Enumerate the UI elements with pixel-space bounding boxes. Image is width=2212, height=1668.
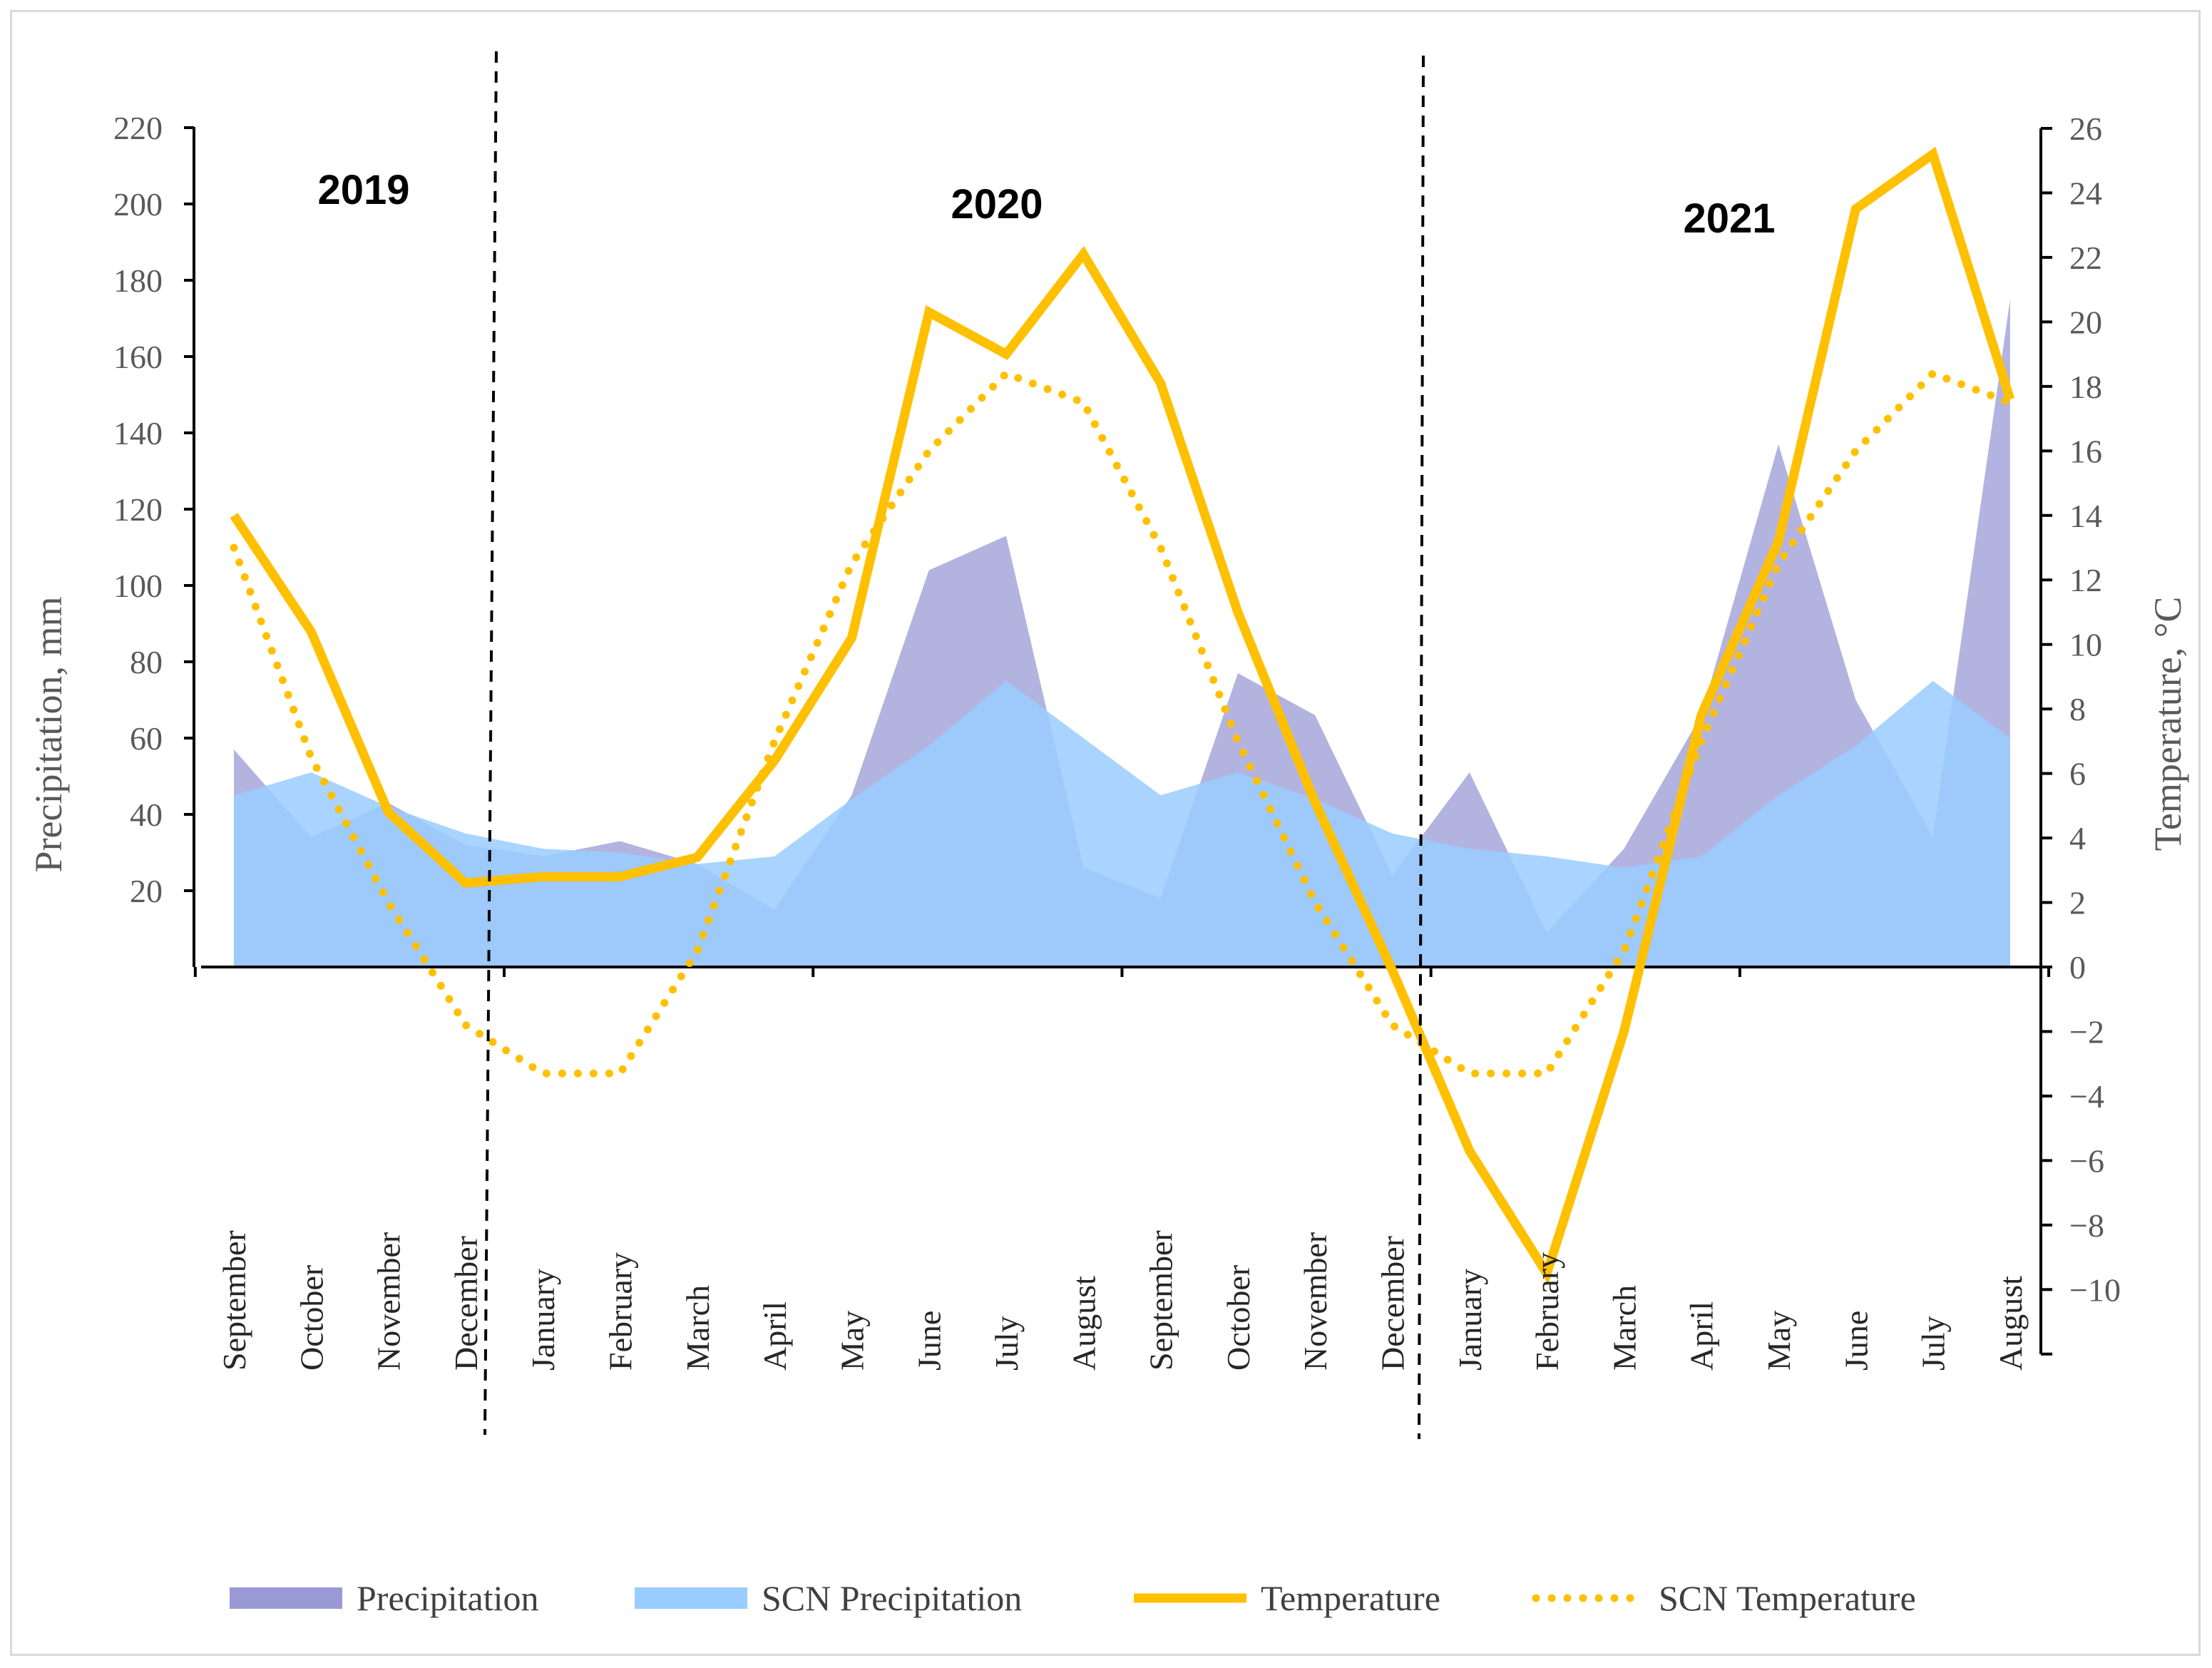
month-label: September bbox=[216, 1230, 252, 1371]
legend-label-scn-temperature: SCN Temperature bbox=[1659, 1578, 1916, 1618]
month-label: November bbox=[371, 1232, 407, 1371]
right-tick-label: −10 bbox=[2069, 1272, 2121, 1308]
right-tick-label: −6 bbox=[2069, 1142, 2104, 1179]
legend-label-scn-precipitation: SCN Precipitation bbox=[762, 1578, 1022, 1618]
right-tick-label: 26 bbox=[2069, 111, 2102, 147]
year-dividers bbox=[483, 51, 1425, 1440]
month-label: February bbox=[603, 1252, 639, 1371]
month-label: December bbox=[1375, 1236, 1411, 1371]
right-tick-label: 4 bbox=[2069, 820, 2086, 856]
legend-swatch-precipitation bbox=[230, 1587, 342, 1609]
left-tick-label: 60 bbox=[130, 720, 163, 757]
right-tick-label: 20 bbox=[2069, 304, 2102, 340]
line-temperature bbox=[230, 146, 2015, 1284]
month-labels: September October November December January F… bbox=[216, 1230, 2029, 1371]
month-label: October bbox=[1220, 1265, 1256, 1371]
month-label: June bbox=[911, 1311, 948, 1371]
month-label: September bbox=[1143, 1230, 1179, 1371]
left-tick-label: 200 bbox=[113, 186, 163, 222]
right-axis-title: Temperature, °C bbox=[2146, 597, 2189, 851]
legend-label-temperature: Temperature bbox=[1261, 1578, 1440, 1618]
x-axis bbox=[193, 966, 2051, 977]
right-tick-label: 14 bbox=[2069, 498, 2102, 534]
year-label-2019: 2019 bbox=[317, 167, 409, 213]
month-label: May bbox=[1761, 1311, 1797, 1371]
month-label: March bbox=[1606, 1285, 1642, 1371]
month-label: June bbox=[1838, 1311, 1874, 1371]
left-axis: 20 40 60 80 100 120 140 160 180 200 220 bbox=[113, 110, 195, 967]
left-tick-label: 20 bbox=[130, 873, 163, 909]
right-tick-label: 18 bbox=[2069, 369, 2102, 405]
left-tick-label: 40 bbox=[130, 797, 163, 833]
right-tick-label: 24 bbox=[2069, 175, 2102, 211]
left-tick-label: 80 bbox=[130, 644, 163, 680]
line-layer bbox=[230, 146, 2015, 1284]
month-label: May bbox=[834, 1311, 870, 1371]
year-label-2020: 2020 bbox=[951, 181, 1043, 227]
divider-2020-2021 bbox=[1418, 55, 1425, 1440]
month-label: October bbox=[293, 1265, 329, 1371]
left-tick-label: 120 bbox=[113, 491, 163, 528]
right-tick-label: −2 bbox=[2069, 1013, 2104, 1050]
line-scn-temperature bbox=[230, 369, 2014, 1078]
year-labels: 2019 2020 2021 bbox=[317, 167, 1775, 242]
month-label: December bbox=[448, 1236, 484, 1371]
month-label: January bbox=[1452, 1269, 1488, 1371]
area-layer bbox=[234, 299, 2010, 967]
month-label: July bbox=[988, 1316, 1025, 1371]
right-tick-label: 10 bbox=[2069, 627, 2102, 663]
right-tick-label: 0 bbox=[2069, 949, 2086, 986]
month-label: April bbox=[1684, 1301, 1720, 1371]
month-label: April bbox=[757, 1301, 793, 1371]
right-tick-label: 8 bbox=[2069, 691, 2086, 727]
month-label: August bbox=[1065, 1276, 1102, 1371]
left-tick-label: 180 bbox=[113, 262, 163, 299]
month-label: November bbox=[1297, 1232, 1333, 1371]
divider-2019-2020 bbox=[483, 51, 498, 1436]
legend-label-precipitation: Precipitation bbox=[357, 1578, 539, 1618]
left-tick-label: 140 bbox=[113, 415, 163, 451]
left-tick-label: 100 bbox=[113, 568, 163, 604]
month-label: February bbox=[1529, 1252, 1565, 1371]
area-scn-precipitation bbox=[234, 680, 2010, 967]
legend-swatch-scn-precipitation bbox=[635, 1587, 747, 1609]
month-label: July bbox=[1915, 1316, 1952, 1371]
month-label: August bbox=[1992, 1276, 2029, 1371]
right-tick-label: 6 bbox=[2069, 756, 2086, 792]
month-label: January bbox=[525, 1269, 561, 1371]
right-tick-label: −8 bbox=[2069, 1207, 2104, 1244]
month-label: March bbox=[680, 1285, 716, 1371]
left-tick-label: 220 bbox=[113, 110, 163, 146]
left-axis-title: Precipitation, mm bbox=[27, 597, 70, 873]
right-tick-label: 22 bbox=[2069, 240, 2102, 276]
legend: Precipitation SCN Precipitation Temperatur… bbox=[230, 1578, 1916, 1618]
left-tick-label: 160 bbox=[113, 339, 163, 375]
right-tick-label: −4 bbox=[2069, 1078, 2104, 1115]
right-tick-label: 16 bbox=[2069, 433, 2102, 469]
right-tick-label: 2 bbox=[2069, 885, 2086, 921]
right-tick-label: 12 bbox=[2069, 562, 2102, 598]
year-label-2021: 2021 bbox=[1683, 195, 1775, 242]
